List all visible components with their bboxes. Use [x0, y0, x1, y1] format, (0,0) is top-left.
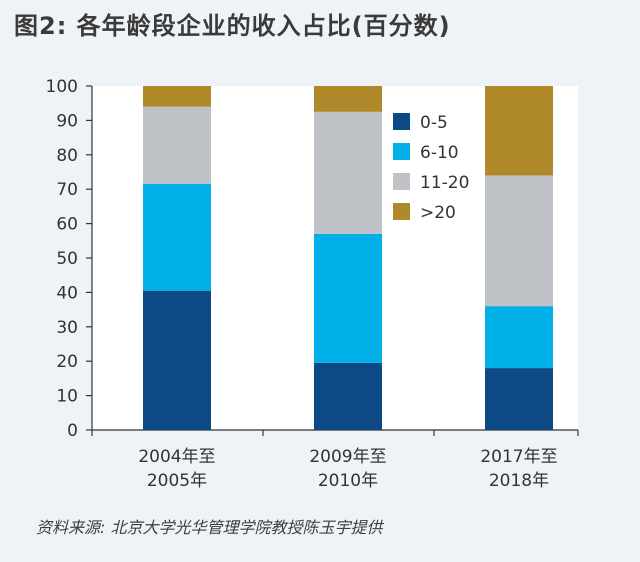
legend-swatch [393, 113, 410, 130]
y-tick-label: 30 [56, 318, 78, 338]
bar-segment [143, 184, 211, 291]
legend-swatch [393, 203, 410, 220]
x-category-label-line: 2004年至 [138, 447, 215, 467]
y-axis: 0 10 20 30 40 50 60 70 80 90 100 [46, 77, 92, 441]
bar-segment [314, 111, 382, 234]
bar-segment [314, 233, 382, 363]
x-category-label-line: 2017年至 [480, 447, 557, 467]
bar-segment [143, 106, 211, 185]
bar-segment [143, 290, 211, 430]
x-axis: 2004年至 2005年 2009年至 2010年 2017年至 2018年 [91, 430, 579, 491]
legend: 0-5 6-10 11-20 >20 [393, 113, 469, 223]
bar-segment [485, 368, 553, 430]
legend-label: >20 [420, 203, 456, 223]
x-category-label: 2017年至 2018年 [480, 447, 557, 491]
x-category-label-line: 2010年 [318, 471, 378, 491]
source-note: 资料来源: 北京大学光华管理学院教授陈玉宇提供 [36, 518, 383, 537]
y-tick-label: 60 [56, 215, 78, 235]
y-tick-label: 100 [46, 77, 78, 97]
legend-swatch [393, 173, 410, 190]
bar-segment [314, 86, 382, 112]
bar-segment [485, 306, 553, 369]
legend-label: 6-10 [420, 143, 459, 163]
x-category-label-line: 2005年 [147, 471, 207, 491]
bar-segment [314, 362, 382, 430]
y-tick-label: 20 [56, 352, 78, 372]
bar-segment [143, 86, 211, 107]
y-tick-label: 10 [56, 387, 78, 407]
y-tick-label: 0 [67, 421, 78, 441]
y-tick-label: 70 [56, 180, 78, 200]
y-tick-label: 80 [56, 146, 78, 166]
bar-segment [485, 86, 553, 176]
legend-swatch [393, 143, 410, 160]
chart-title: 图2: 各年龄段企业的收入占比(百分数) [14, 12, 451, 40]
x-category-label-line: 2018年 [489, 471, 549, 491]
y-tick-label: 50 [56, 249, 78, 269]
x-category-label: 2004年至 2005年 [138, 447, 215, 491]
legend-label: 0-5 [420, 113, 448, 133]
y-tick-label: 40 [56, 283, 78, 303]
bar-segment [485, 175, 553, 307]
x-category-label-line: 2009年至 [309, 447, 386, 467]
bar-group [143, 86, 553, 430]
x-category-label: 2009年至 2010年 [309, 447, 386, 491]
legend-label: 11-20 [420, 173, 469, 193]
y-tick-label: 90 [56, 111, 78, 131]
